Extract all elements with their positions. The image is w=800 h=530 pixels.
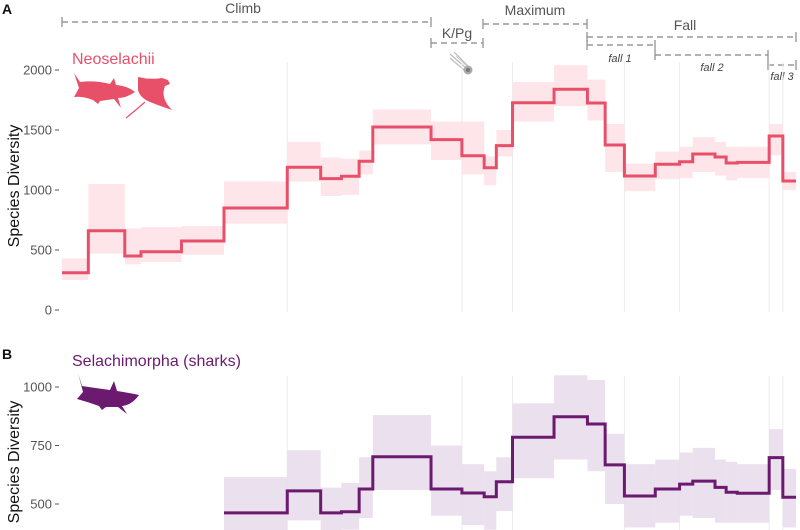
confidence-band bbox=[140, 227, 182, 262]
confidence-band bbox=[320, 487, 342, 530]
period-annotations: Climb K/Pg Maximum Fall fall 1 fall 2 fa… bbox=[61, 0, 797, 83]
y-tick-label: 0 bbox=[45, 303, 52, 318]
confidence-band bbox=[587, 379, 606, 472]
y-tick-label: 1000 bbox=[23, 183, 52, 198]
panel-a-plot: 0 500 1000 1500 2000 bbox=[23, 62, 796, 318]
confidence-band bbox=[554, 65, 588, 106]
panel-b-plot: 500 750 1000 bbox=[23, 375, 796, 530]
annotation-kpg: K/Pg bbox=[442, 25, 472, 41]
y-tick-label: 2000 bbox=[23, 63, 52, 78]
confidence-band bbox=[512, 403, 555, 479]
confidence-band bbox=[287, 450, 321, 521]
panel-a-ylabel: Species Diversity bbox=[6, 125, 23, 248]
diversity-step-line-a bbox=[62, 87, 796, 275]
y-tick-label: 750 bbox=[30, 438, 52, 453]
annotation-climb: Climb bbox=[225, 0, 261, 16]
y-tick-label: 500 bbox=[30, 497, 52, 512]
diversity-step-line-b bbox=[223, 415, 796, 515]
panel-label-a: A bbox=[2, 1, 12, 17]
confidence-band bbox=[461, 464, 485, 526]
annotation-fall1: fall 1 bbox=[608, 53, 631, 65]
confidence-band bbox=[88, 184, 125, 254]
y-tick-label: 500 bbox=[30, 243, 52, 258]
confidence-band bbox=[320, 157, 342, 196]
confidence-band bbox=[431, 445, 462, 516]
annotation-fall2: fall 2 bbox=[700, 62, 723, 74]
confidence-band bbox=[461, 121, 485, 175]
panel-label-b: B bbox=[2, 346, 12, 362]
confidence-band bbox=[605, 433, 625, 504]
shark-silhouette-icon-b bbox=[77, 373, 139, 414]
y-tick-label: 1000 bbox=[23, 380, 52, 395]
confidence-band bbox=[655, 459, 680, 523]
annotation-maximum: Maximum bbox=[505, 2, 566, 18]
panel-a-title: Neoselachii bbox=[72, 51, 155, 68]
confidence-band bbox=[769, 124, 783, 156]
panel-b-ylabel: Species Diversity bbox=[6, 401, 23, 524]
ray-silhouette-icon bbox=[125, 77, 172, 119]
confidence-band bbox=[223, 477, 288, 530]
y-tick-label: 1500 bbox=[23, 123, 52, 138]
annotation-fall: Fall bbox=[674, 17, 697, 33]
panel-b-title: Selachimorpha (sharks) bbox=[72, 353, 241, 370]
shark-silhouette-icon bbox=[74, 73, 135, 108]
confidence-band bbox=[692, 447, 716, 519]
confidence-band bbox=[124, 228, 141, 265]
confidence-band bbox=[605, 124, 625, 172]
meteor-icon bbox=[449, 51, 473, 75]
confidence-band bbox=[484, 156, 497, 186]
confidence-band bbox=[223, 181, 288, 224]
confidence-band bbox=[62, 258, 89, 280]
confidence-band bbox=[496, 457, 513, 512]
confidence-band bbox=[496, 130, 513, 157]
confidence-band bbox=[484, 471, 497, 530]
confidence-band bbox=[715, 142, 727, 176]
confidence-band bbox=[715, 459, 727, 523]
confidence-band bbox=[341, 482, 360, 530]
confidence-band bbox=[372, 415, 432, 490]
confidence-band bbox=[769, 429, 783, 490]
confidence-band bbox=[587, 79, 606, 121]
confidence-band bbox=[287, 142, 321, 182]
